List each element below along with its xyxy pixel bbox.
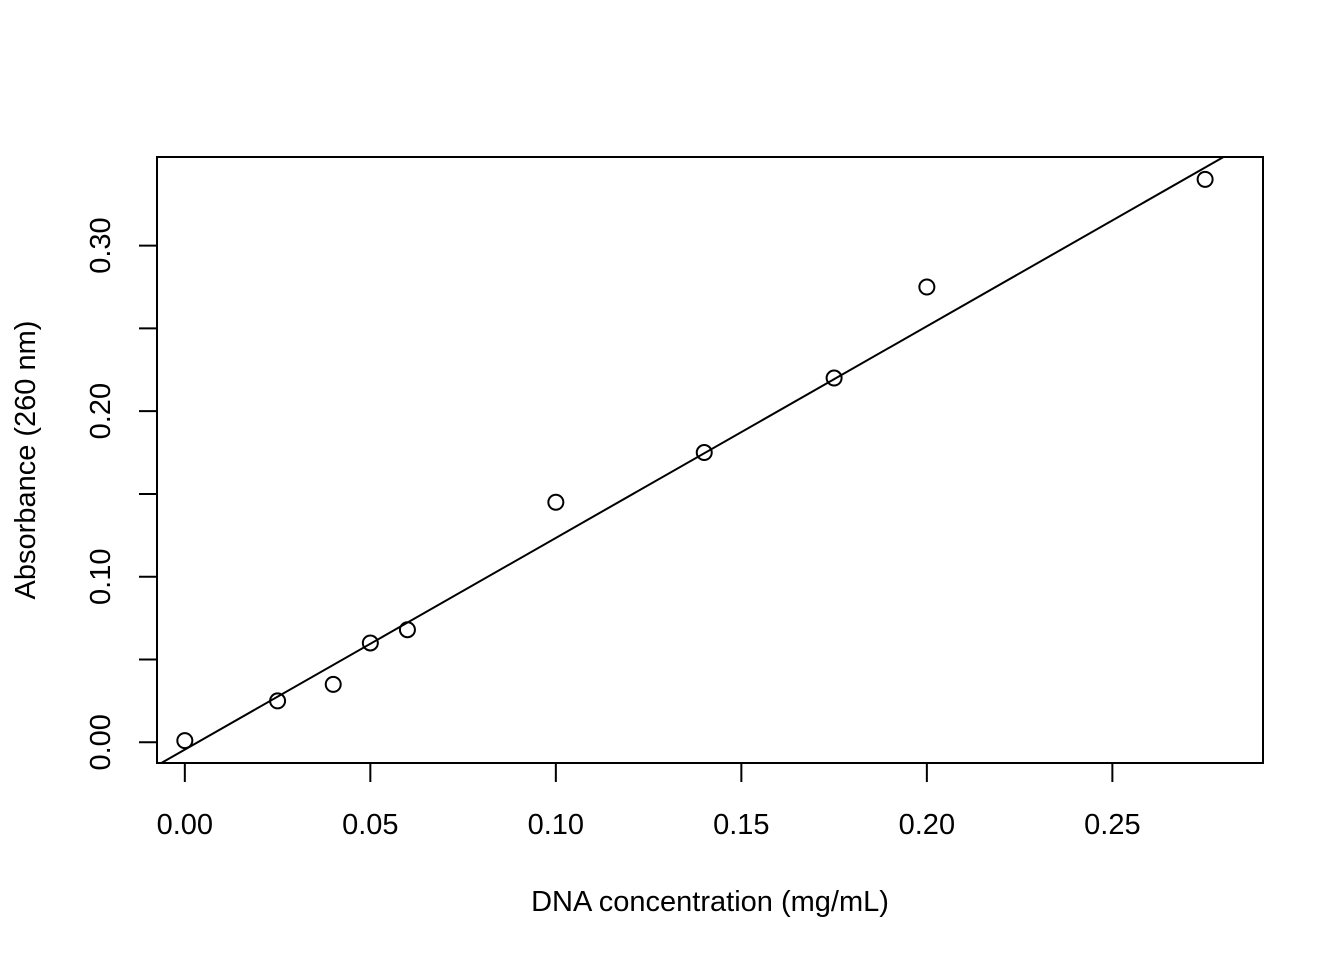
fit-line-group [159, 157, 1226, 763]
x-axis-title: DNA concentration (mg/mL) [531, 886, 889, 918]
data-point [1196, 170, 1214, 188]
y-axis-title: Absorbance (260 nm) [10, 321, 42, 600]
data-point [695, 444, 713, 462]
x-tick-label: 0.05 [342, 809, 398, 841]
data-point [176, 732, 194, 750]
regression-line [159, 157, 1226, 763]
x-tick-label: 0.00 [157, 809, 213, 841]
y-tick-label: 0.00 [85, 714, 117, 770]
x-tick-label: 0.20 [899, 809, 955, 841]
data-point [918, 278, 936, 296]
x-tick-label: 0.25 [1084, 809, 1140, 841]
plot-frame [156, 156, 1264, 764]
data-points [176, 170, 1214, 750]
y-tick-label: 0.30 [85, 217, 117, 273]
y-tick-label: 0.20 [85, 383, 117, 439]
y-tick-label: 0.10 [85, 549, 117, 605]
y-axis: 0.00 0.10 0.20 0.30 [85, 217, 158, 771]
x-axis: 0.00 0.05 0.10 0.15 0.20 0.25 [157, 762, 1141, 841]
data-point [269, 692, 287, 710]
data-point [324, 675, 342, 693]
x-tick-label: 0.10 [528, 809, 584, 841]
data-point [825, 369, 843, 387]
data-point [547, 493, 565, 511]
data-point [361, 634, 379, 652]
data-point [398, 621, 416, 639]
x-tick-label: 0.15 [713, 809, 769, 841]
